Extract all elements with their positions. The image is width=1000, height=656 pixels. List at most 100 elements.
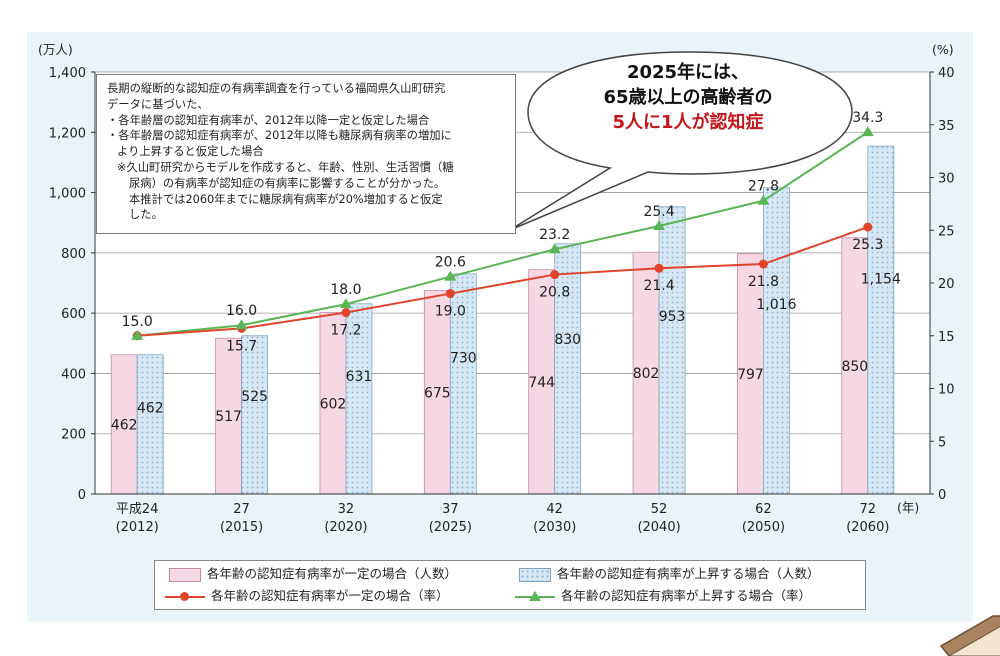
x-tick-label: 平成24 xyxy=(116,502,159,517)
legend-line-const: 各年齢の認知症有病率が一定の場合（率） xyxy=(165,586,449,606)
x-tick-label: 27 xyxy=(233,502,250,517)
house-roof-icon xyxy=(939,615,1000,656)
y-tick-label-left: 600 xyxy=(61,307,86,322)
line-rise-label: 15.0 xyxy=(122,314,153,330)
bar-rise-label: 830 xyxy=(554,332,581,348)
note-line: 本推計では2060年までに糖尿病有病率が20%増加すると仮定 xyxy=(129,192,443,206)
x-tick-label: 52 xyxy=(651,502,668,517)
right-axis-unit: (%) xyxy=(932,42,954,57)
point-rise xyxy=(339,298,352,309)
point-const xyxy=(758,259,768,269)
x-axis-unit: (年) xyxy=(897,500,919,515)
bar-rise-label: 525 xyxy=(241,389,268,405)
y-tick-label-right: 10 xyxy=(938,383,955,398)
point-rise xyxy=(861,126,874,137)
y-tick-label-left: 400 xyxy=(61,367,86,382)
bar-rise-label: 953 xyxy=(659,309,686,325)
line-rise-label: 16.0 xyxy=(226,303,257,319)
note-line: した。 xyxy=(129,208,163,222)
y-tick-label-right: 15 xyxy=(938,330,955,345)
bar-const-label: 517 xyxy=(215,409,242,425)
x-tick-label: (2040) xyxy=(637,520,680,535)
point-const xyxy=(863,222,873,232)
line-rise-label: 27.8 xyxy=(748,179,779,195)
x-tick-label: (2025) xyxy=(429,520,472,535)
legend-bar-rise: 各年齢の認知症有病率が上昇する場合（人数） xyxy=(519,564,820,584)
note-line: ・各年齢層の認知症有病率が、2012年以降も糖尿病有病率の増加に xyxy=(107,129,452,143)
callout-line-1: 2025年には、 xyxy=(626,62,750,83)
line-rise-label: 34.3 xyxy=(852,110,883,126)
legend-label: 各年齢の認知症有病率が一定の場合（率） xyxy=(211,588,449,603)
bar-rise-label: 462 xyxy=(137,401,164,417)
bar-rise-label: 631 xyxy=(346,369,373,385)
bar-rise xyxy=(241,335,268,495)
bar-const xyxy=(737,253,764,495)
y-tick-label-left: 1,400 xyxy=(49,66,86,81)
line-const-label: 21.4 xyxy=(643,278,674,294)
x-tick-label: (2060) xyxy=(846,520,889,535)
bar-rise xyxy=(763,187,790,495)
y-tick-label-right: 30 xyxy=(938,172,955,187)
bar-rise xyxy=(554,243,582,495)
y-tick-label-left: 800 xyxy=(61,247,86,262)
bar-const-label: 462 xyxy=(111,417,138,433)
line-rise xyxy=(137,131,869,337)
point-rise xyxy=(653,220,666,231)
line-const-label: 15.7 xyxy=(226,338,257,354)
y-tick-label-right: 25 xyxy=(938,224,955,239)
bar-const-label: 675 xyxy=(424,385,451,401)
bar-const xyxy=(319,312,347,495)
callout-text: 2025年には、 65歳以上の高齢者の 5人に1人が認知症 xyxy=(558,60,818,135)
y-tick-label-left: 200 xyxy=(61,428,86,443)
note-line: ・各年齢層の認知症有病率が、2012年以降一定と仮定した場合 xyxy=(107,113,430,127)
bar-rise xyxy=(658,206,686,495)
legend-line-rise: 各年齢の認知症有病率が上昇する場合（率） xyxy=(515,586,811,606)
x-tick-label: (2050) xyxy=(742,520,785,535)
bar-rise xyxy=(345,303,373,495)
bar-const-label: 797 xyxy=(737,367,764,383)
point-const xyxy=(341,308,351,318)
note-line: より上昇すると仮定した場合 xyxy=(117,145,264,159)
x-tick-label: (2015) xyxy=(220,520,263,535)
line-const-label: 19.0 xyxy=(435,304,466,320)
point-const xyxy=(445,289,455,299)
y-tick-label-right: 40 xyxy=(938,66,955,81)
y-tick-label-right: 35 xyxy=(938,119,955,134)
y-tick-label-left: 1,000 xyxy=(49,187,86,202)
point-const xyxy=(550,270,560,280)
point-const xyxy=(654,263,664,273)
x-tick-label: 62 xyxy=(755,502,772,517)
chart-legend: 各年齢の認知症有病率が一定の場合（人数） 各年齢の認知症有病率が上昇する場合（人… xyxy=(154,560,866,610)
legend-bar-const: 各年齢の認知症有病率が一定の場合（人数） xyxy=(169,564,457,584)
legend-line-red xyxy=(165,591,205,603)
bar-const-label: 850 xyxy=(841,359,868,375)
bar-const xyxy=(528,269,556,495)
note-line: 尿病）の有病率が認知症の有病率に影響することが分かった。 xyxy=(129,176,446,190)
bar-rise-label: 730 xyxy=(450,351,477,367)
y-tick-label-left: 0 xyxy=(78,488,86,503)
x-tick-label: (2030) xyxy=(533,520,576,535)
line-const-label: 21.8 xyxy=(748,274,779,290)
y-tick-label-right: 0 xyxy=(938,488,946,503)
study-note: 長期の縦断的な認知症の有病率調査を行っている福岡県久山町研究 データに基づいた、… xyxy=(96,74,516,234)
note-line: 長期の縦断的な認知症の有病率調査を行っている福岡県久山町研究 xyxy=(107,82,446,95)
x-tick-label: 32 xyxy=(338,502,355,517)
y-tick-label-right: 20 xyxy=(938,277,955,292)
legend-label: 各年齢の認知症有病率が上昇する場合（人数） xyxy=(557,566,820,581)
callout-bubble xyxy=(509,51,853,231)
bar-rise xyxy=(867,145,895,495)
point-rise xyxy=(548,243,561,254)
legend-swatch-pink xyxy=(169,567,201,582)
point-rise xyxy=(757,194,770,205)
line-const-label: 25.3 xyxy=(852,237,883,253)
bar-rise-label: 1,154 xyxy=(861,271,901,287)
legend-line-green xyxy=(515,590,555,603)
x-tick-label: (2012) xyxy=(116,520,159,535)
line-rise-label: 23.2 xyxy=(539,227,570,243)
line-rise-label: 20.6 xyxy=(435,255,466,271)
callout-line-3: 5人に1人が認知症 xyxy=(612,112,764,133)
note-line: ※久山町研究からモデルを作成すると、年齢、性別、生活習慣（糖 xyxy=(117,160,454,174)
point-rise xyxy=(131,329,144,340)
callout-line-2: 65歳以上の高齢者の xyxy=(603,87,773,108)
x-tick-label: 42 xyxy=(546,502,563,517)
